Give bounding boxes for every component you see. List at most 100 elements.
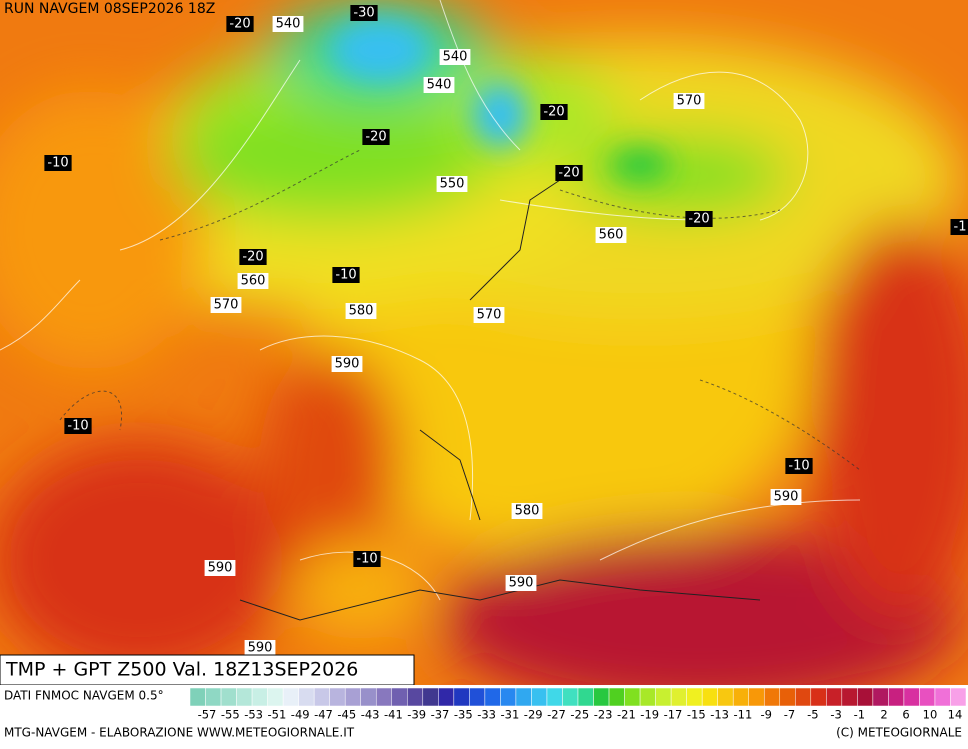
colorbar-swatch: [919, 687, 936, 707]
height-labels: 540 540 540 570 550 560 560 570 580 570 …: [204, 16, 802, 656]
temperature-label: -20: [229, 17, 250, 32]
height-label-box: [331, 356, 363, 372]
temperature-label-box: [353, 551, 381, 567]
colorbar-label: -13: [710, 708, 729, 722]
colorbar-swatch: [407, 687, 424, 707]
colorbar-label: -37: [431, 708, 450, 722]
colorbar-swatch: [950, 687, 967, 707]
colorbar-label: -25: [570, 708, 589, 722]
colorbar-swatch: [934, 687, 951, 707]
colorbar-swatch: [686, 687, 703, 707]
colorbar-label: -27: [547, 708, 566, 722]
height-label: 590: [509, 576, 534, 591]
height-label: 540: [427, 78, 452, 93]
colorbar-swatch: [732, 687, 749, 707]
height-label: 540: [276, 17, 301, 32]
colorbar-swatch: [593, 687, 610, 707]
temperature-label: -10: [356, 552, 377, 567]
colorbar-swatch: [639, 687, 656, 707]
colorbar-swatch: [562, 687, 579, 707]
temperature-label: -10: [788, 459, 809, 474]
temperature-label-box: [64, 418, 92, 434]
colorbar-label: -57: [198, 708, 217, 722]
colorbar-swatch: [624, 687, 641, 707]
colorbar-swatch: [903, 687, 920, 707]
height-label: 560: [599, 228, 624, 243]
credit-right: (C) METEOGIORNALE: [836, 726, 962, 740]
colorbar-swatch: [453, 687, 470, 707]
colorbar-swatch: [344, 687, 361, 707]
colorbar-swatch: [546, 687, 563, 707]
colorbar: -57 -55 -53 -51 -49 -47 -45 -43 -41 -39 -37 -35 -33-…: [189, 687, 967, 722]
colorbar-label: -29: [524, 708, 543, 722]
height-label: 590: [774, 490, 799, 505]
colorbar-swatch: [220, 687, 237, 707]
colorbar-label: 6: [902, 708, 909, 722]
colorbar-swatch: [469, 687, 486, 707]
height-label: 560: [241, 274, 266, 289]
colorbar-swatch: [484, 687, 501, 707]
colorbar-swatch: [422, 687, 439, 707]
colorbar-label: 2: [880, 708, 887, 722]
colorbar-swatch: [438, 687, 455, 707]
height-label: 570: [677, 94, 702, 109]
height-label-box: [423, 77, 455, 93]
colorbar-swatch: [267, 687, 284, 707]
colorbar-label: -41: [384, 708, 403, 722]
height-label-box: [770, 489, 802, 505]
height-label: 570: [477, 308, 502, 323]
temperature-label-box: [332, 267, 360, 283]
colorbar-swatch: [298, 687, 315, 707]
temperature-label-box: [362, 129, 390, 145]
colorbar-swatch: [236, 687, 253, 707]
height-label-box: [436, 176, 468, 192]
colorbar-swatch: [531, 687, 548, 707]
colorbar-label: -55: [221, 708, 240, 722]
temperature-label-box: [44, 155, 72, 171]
colorbar-swatch: [251, 687, 268, 707]
colorbar-label: -39: [407, 708, 426, 722]
colorbar-label: -31: [501, 708, 520, 722]
colorbar-label: 10: [923, 708, 938, 722]
colorbar-swatch: [655, 687, 672, 707]
height-label-box: [237, 273, 269, 289]
colorbar-swatch: [313, 687, 330, 707]
temperature-label-box: [226, 16, 254, 32]
colorbar-label: -49: [291, 708, 310, 722]
height-label-box: [244, 640, 276, 656]
map-background: [0, 0, 968, 710]
height-label-box: [210, 297, 242, 313]
colorbar-swatch: [189, 687, 206, 707]
temperature-label-box: [350, 5, 378, 21]
height-label-box: [505, 575, 537, 591]
height-label-box: [673, 93, 705, 109]
height-label-box: [595, 227, 627, 243]
height-label: 590: [335, 357, 360, 372]
colorbar-swatch: [857, 687, 874, 707]
colorbar-label: -21: [617, 708, 636, 722]
colorbar-swatch: [748, 687, 765, 707]
run-label: RUN NAVGEM 08SEP2026 18Z: [4, 1, 215, 17]
colorbar-label: -19: [640, 708, 659, 722]
colorbar-label: -43: [361, 708, 380, 722]
height-label-box: [511, 503, 543, 519]
colorbar-swatch: [841, 687, 858, 707]
colorbar-swatch: [608, 687, 625, 707]
colorbar-label: -53: [244, 708, 263, 722]
source-label: DATI FNMOC NAVGEM 0.5°: [4, 689, 164, 703]
height-label: 580: [515, 504, 540, 519]
temperature-label-box: [540, 104, 568, 120]
temperature-label: -10: [67, 419, 88, 434]
colorbar-swatch: [826, 687, 843, 707]
colorbar-swatch: [795, 687, 812, 707]
temperature-label: -20: [365, 130, 386, 145]
colorbar-label: -15: [687, 708, 706, 722]
height-label: 550: [440, 177, 465, 192]
colorbar-label: -35: [454, 708, 473, 722]
height-label: 580: [349, 304, 374, 319]
temperature-labels: -30 -20 -20 -20 -10 -20 -20 -20 -10 -10 …: [44, 5, 968, 567]
height-label-box: [345, 303, 377, 319]
colorbar-label: -7: [784, 708, 795, 722]
colorbar-swatch: [763, 687, 781, 707]
